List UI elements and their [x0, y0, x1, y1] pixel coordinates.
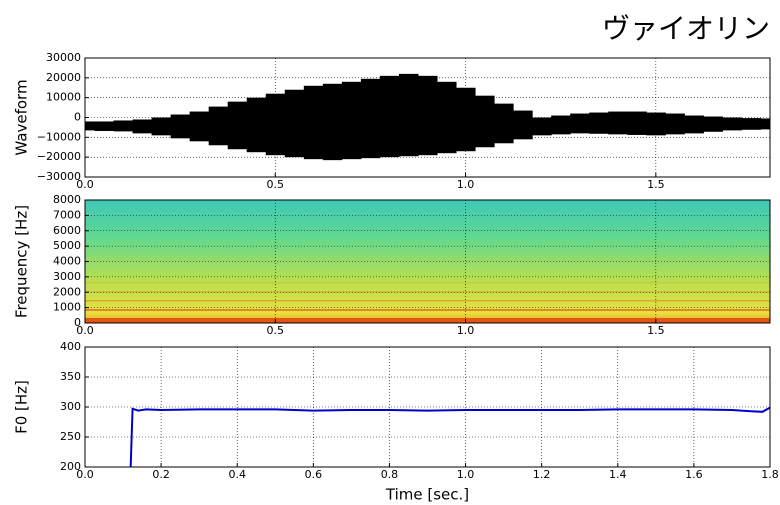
f0-line-group: [129, 406, 770, 467]
plot-frame: [84, 199, 771, 324]
waveform-envelope: [608, 111, 628, 135]
y-tick-label: 300: [60, 400, 81, 413]
y-tick-label: 30000: [46, 51, 81, 64]
plot-frame: [84, 346, 771, 468]
waveform-envelope: [513, 110, 533, 140]
waveform-envelope: [227, 101, 248, 150]
waveform: [85, 73, 770, 161]
x-tick-label: 1.6: [685, 468, 703, 481]
waveform-envelope: [360, 78, 381, 159]
x-tick-label: 1.0: [457, 468, 475, 481]
x-tick-label: 1.2: [533, 468, 551, 481]
waveform-envelope: [551, 115, 571, 135]
x-tick-label: 1.5: [647, 178, 665, 191]
x-tick-label: 1.4: [609, 468, 627, 481]
waveform-envelope: [398, 73, 419, 157]
x-tick-label: 0.5: [267, 324, 285, 337]
waveform-envelope: [703, 116, 723, 132]
y-tick-label: 0: [74, 111, 81, 124]
f0-line: [129, 406, 770, 467]
waveform-envelope: [322, 83, 343, 161]
y-tick-label: 7000: [53, 208, 81, 221]
waveform-envelope: [379, 75, 400, 158]
waveform-envelope: [189, 111, 210, 142]
waveform-envelope: [417, 75, 438, 156]
x-tick-label: 0.0: [76, 178, 94, 191]
waveform-envelope: [437, 81, 457, 154]
y-tick-label: 3000: [53, 270, 81, 283]
x-tick-label: 1.5: [647, 324, 665, 337]
waveform-envelope: [627, 111, 647, 135]
waveform-envelope: [665, 113, 685, 135]
y-tick-label: −20000: [37, 150, 81, 163]
y-tick-label: −30000: [37, 170, 81, 183]
waveform-envelope: [132, 119, 153, 134]
waveform-envelope: [208, 106, 229, 146]
waveform-envelope: [646, 112, 666, 136]
y-axis-label: F0 [Hz]: [13, 380, 31, 434]
waveform-envelope: [303, 85, 324, 160]
y-axis-label: Frequency [Hz]: [13, 205, 31, 318]
y-tick-label: 5000: [53, 239, 81, 252]
x-axis-label: Time [sec.]: [385, 486, 469, 504]
y-tick-label: 6000: [53, 224, 81, 237]
x-tick-label: 1.8: [761, 468, 779, 481]
waveform-envelope: [760, 118, 770, 130]
waveform-envelope: [570, 113, 590, 134]
x-tick-label: 1.0: [457, 178, 475, 191]
x-tick-label: 0.5: [267, 178, 285, 191]
y-tick-label: 400: [60, 340, 81, 353]
figure-title: ヴァイオリン: [602, 12, 770, 45]
waveform-envelope: [589, 112, 609, 134]
waveform-envelope: [494, 103, 514, 144]
waveform-envelope: [113, 120, 134, 132]
x-tick-label: 0.0: [76, 468, 94, 481]
waveform-envelope: [85, 121, 96, 131]
waveform-envelope: [246, 97, 267, 153]
y-tick-label: 0: [74, 316, 81, 329]
y-tick-label: 200: [60, 460, 81, 473]
y-tick-label: 20000: [46, 71, 81, 84]
waveform-envelope: [532, 117, 552, 136]
y-tick-label: 2000: [53, 285, 81, 298]
waveform-envelope: [475, 95, 495, 148]
waveform-envelope: [722, 117, 742, 131]
waveform-envelope: [284, 89, 305, 158]
y-tick-label: 250: [60, 430, 81, 443]
waveform-envelope: [341, 81, 362, 160]
waveform-envelope: [170, 114, 191, 139]
y-tick-label: 1000: [53, 301, 81, 314]
y-tick-label: 10000: [46, 91, 81, 104]
x-tick-label: 0.2: [152, 468, 170, 481]
y-axis-label: Waveform: [13, 79, 31, 155]
y-tick-label: 8000: [53, 193, 81, 206]
x-tick-label: 1.0: [457, 324, 475, 337]
y-tick-label: 350: [60, 370, 81, 383]
waveform-envelope: [94, 121, 115, 131]
y-tick-label: −10000: [37, 130, 81, 143]
y-tick-label: 4000: [53, 255, 81, 268]
x-tick-label: 0.8: [381, 468, 399, 481]
waveform-envelope: [456, 87, 476, 152]
waveform-envelope: [741, 118, 761, 130]
waveform-envelope: [684, 115, 704, 134]
x-tick-label: 0.0: [76, 324, 94, 337]
x-tick-label: 0.6: [305, 468, 323, 481]
x-tick-label: 0.4: [228, 468, 246, 481]
waveform-envelope: [151, 117, 172, 136]
plot-frame: [84, 57, 771, 178]
